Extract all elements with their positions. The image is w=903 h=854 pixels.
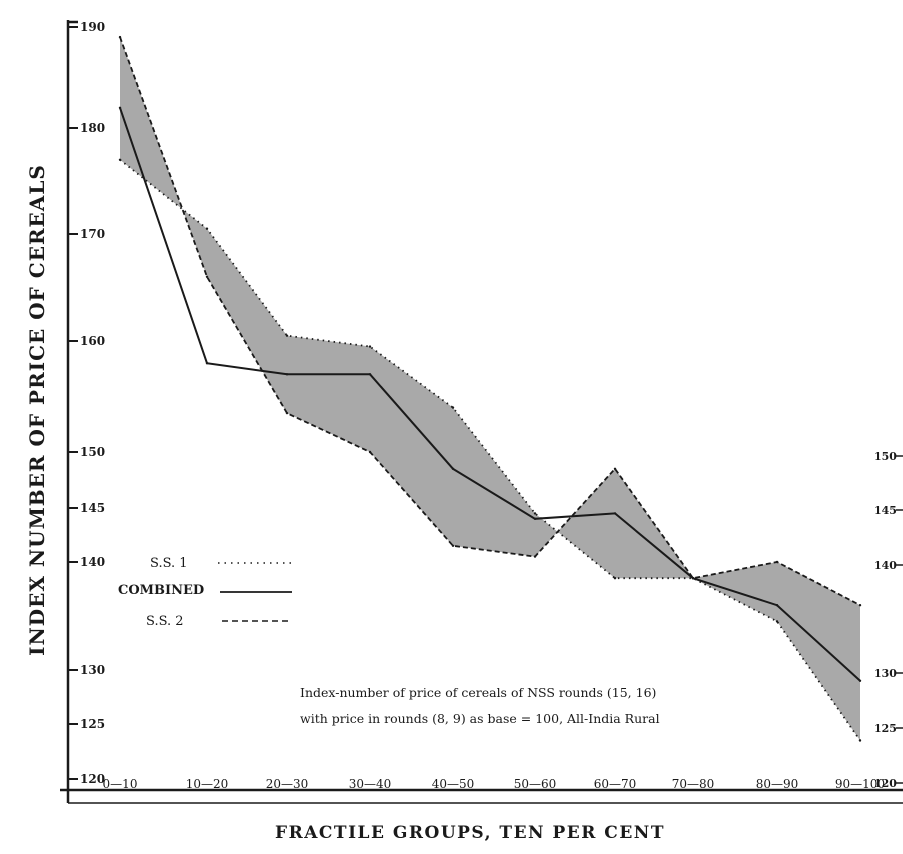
x-tick-label: 80—90 [756, 777, 799, 791]
y-tick-label: 160 [80, 334, 105, 348]
data-point-s-s-2 [451, 544, 455, 547]
right-y-tick-label: 140 [874, 559, 897, 572]
data-point-combined [533, 517, 537, 520]
data-point-s-s-1 [451, 406, 455, 409]
shade-segment [207, 228, 287, 414]
y-tick-label: 170 [80, 227, 105, 241]
data-point-s-s-2 [118, 35, 122, 39]
y-tick-label: 150 [80, 445, 105, 459]
y-axis-label: INDEX NUMBER OF PRICE OF CEREALS [25, 164, 49, 656]
right-y-tick-label: 120 [874, 777, 897, 790]
data-point-combined [451, 467, 455, 470]
data-point-s-s-2 [368, 450, 372, 454]
data-point-s-s-2 [775, 560, 779, 564]
shade-segment [120, 37, 183, 210]
data-point-combined [118, 106, 122, 110]
series-line-s-s-1 [119, 159, 861, 742]
x-tick-label: 40—50 [432, 777, 475, 791]
x-tick-label: 20—30 [266, 777, 309, 791]
data-point-s-s-1 [205, 227, 209, 230]
shade-segment [370, 346, 453, 546]
shade-segment [777, 562, 860, 741]
right-y-tick-label: 145 [874, 504, 897, 517]
data-point-s-s-1 [858, 739, 862, 742]
x-tick-label: 0—10 [103, 777, 138, 791]
x-tick-label: 10—20 [186, 777, 229, 791]
annotation-line-1: Index-number of price of cereals of NSS … [300, 685, 656, 700]
shade-segment [287, 335, 370, 452]
data-point-combined [285, 373, 289, 376]
series-line-s-s-2 [119, 36, 861, 606]
data-point-s-s-1 [285, 334, 289, 337]
y-tick-label: 120 [80, 772, 105, 786]
x-axis-label: FRACTILE GROUPS, TEN PER CENT [275, 823, 665, 843]
x-tick-labels: 0—10 10—20 20—30 30—40 40—50 50—60 60—70 70—80 8… [103, 777, 886, 791]
data-point-s-s-2 [613, 467, 617, 470]
x-tick-label: 30—40 [349, 777, 392, 791]
y-tick-label: 190 [80, 20, 105, 34]
y-tick-labels: 120 125 130 140 145 150 160 170 180 190 [68, 20, 105, 786]
shade-segment [453, 407, 535, 557]
legend: S.S. 1 COMBINED S.S. 2 [118, 556, 292, 629]
data-point-s-s-1 [775, 620, 779, 623]
data-point-s-s-2 [691, 577, 695, 580]
data-point-s-s-2 [205, 275, 209, 278]
data-point-s-s-2 [858, 604, 862, 607]
legend-label-ss2: S.S. 2 [146, 614, 184, 629]
data-point-s-s-1 [368, 345, 372, 348]
data-point-combined [858, 679, 862, 682]
y-tick-label: 130 [80, 663, 105, 677]
x-tick-label: 60—70 [594, 777, 637, 791]
shade-segment [557, 468, 615, 579]
x-tick-label: 70—80 [672, 777, 715, 791]
series-line-combined [119, 107, 861, 682]
x-tick-label: 90—100 [835, 777, 885, 791]
y-tick-label: 140 [80, 555, 105, 569]
annotation-line-2: with price in rounds (8, 9) as base = 10… [300, 711, 660, 726]
data-point-combined [368, 373, 372, 376]
shaded-band [120, 37, 860, 741]
right-y-tick-label: 130 [874, 667, 897, 680]
data-point-s-s-2 [533, 555, 537, 558]
data-point-combined [205, 362, 209, 365]
right-y-tick-labels: 120 125 130 140 145 150 [874, 450, 903, 790]
y-tick-label: 145 [80, 501, 105, 515]
chart-annotation: Index-number of price of cereals of NSS … [300, 685, 660, 726]
data-point-s-s-1 [533, 512, 537, 515]
data-point-s-s-1 [613, 577, 617, 580]
axes [60, 20, 903, 804]
data-point-s-s-2 [285, 411, 289, 415]
series-lines [118, 35, 862, 742]
right-y-tick-label: 150 [874, 450, 897, 463]
data-point-s-s-1 [118, 158, 122, 161]
shade-segment [535, 513, 558, 557]
x-tick-label: 50—60 [514, 777, 557, 791]
right-y-tick-label: 125 [874, 722, 897, 735]
legend-label-combined: COMBINED [118, 583, 204, 598]
data-point-combined [613, 512, 617, 515]
data-point-combined [775, 604, 779, 607]
legend-label-ss1: S.S. 1 [150, 556, 188, 571]
y-tick-label: 180 [80, 121, 105, 135]
y-tick-label: 125 [80, 717, 105, 731]
